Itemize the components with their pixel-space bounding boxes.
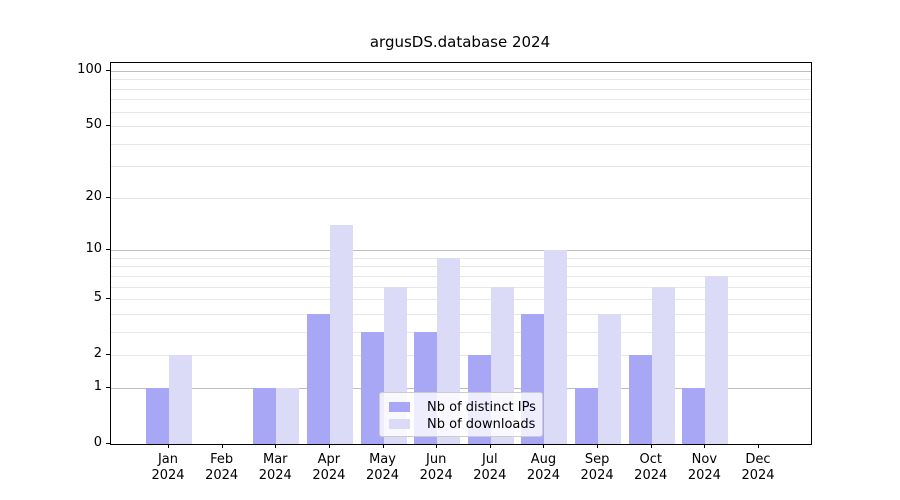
x-tick-mark [436,444,438,448]
y-tick-mark [106,386,110,388]
y-gridline-minor [111,331,811,333]
x-tick-mark [275,444,277,448]
y-gridline-minor [111,143,811,145]
x-tick-mark [489,444,491,448]
legend-label-downloads: Nb of downloads [427,416,536,432]
y-tick-mark [106,196,110,198]
y-tick-label: 10 [85,241,102,257]
x-tick-label: Feb 2024 [205,452,239,483]
y-gridline-minor [111,257,811,259]
bar-downloads [544,250,568,444]
x-tick-label: Oct 2024 [634,452,668,483]
bar-downloads [329,225,353,444]
x-tick-label: Nov 2024 [687,452,721,483]
chart-title: argusDS.database 2024 [369,33,551,51]
y-gridline-major [111,71,811,72]
y-tick-label: 1 [93,378,102,394]
bar-distinct-ips [628,355,652,444]
y-tick-label: 100 [77,62,102,77]
y-gridline-major [111,250,811,252]
x-tick-label: May 2024 [365,452,400,483]
x-tick-mark [757,444,759,448]
x-tick-label: Jun 2024 [419,452,453,483]
x-tick-label: Sep 2024 [580,452,614,483]
y-gridline-minor [111,111,811,113]
y-gridline-minor [111,166,811,168]
x-tick-mark [704,444,706,448]
x-tick-label: Aug 2024 [526,452,560,483]
y-tick-mark [106,298,110,300]
y-gridline-minor [111,88,811,90]
legend-item-distinct-ips: Nb of distinct IPs [389,399,542,415]
y-tick-mark [106,443,110,444]
x-tick-label: Dec 2024 [741,452,775,483]
bar-distinct-ips [682,387,706,444]
plot-area [110,62,812,445]
bar-downloads [651,286,675,444]
y-gridline-minor [111,79,811,81]
y-tick-label: 2 [93,346,102,362]
x-tick-label: Jan 2024 [151,452,185,483]
legend-label-distinct-ips: Nb of distinct IPs [427,399,536,415]
y-gridline-major [111,387,811,389]
bar-distinct-ips [146,387,169,444]
y-tick-label: 0 [93,435,102,450]
y-gridline-minor [111,197,811,199]
x-tick-mark [597,444,599,448]
y-tick-mark [106,70,110,71]
y-tick-label: 5 [93,290,102,306]
y-tick-label: 50 [85,117,102,133]
y-gridline-minor [111,299,811,301]
legend-item-downloads: Nb of downloads [389,416,542,432]
x-tick-mark [221,444,223,448]
y-tick-mark [106,354,110,356]
legend-swatch-downloads [389,419,410,429]
y-gridline-minor [111,266,811,268]
x-tick-label: Apr 2024 [312,452,346,483]
x-tick-mark [543,444,545,448]
y-tick-mark [106,249,110,251]
y-tick-mark [106,125,110,127]
bar-downloads [169,355,192,444]
y-gridline-minor [111,275,811,277]
bar-downloads [705,275,729,444]
y-gridline-minor [111,286,811,288]
bar-distinct-ips [360,331,384,444]
y-gridline-minor [111,126,811,128]
bar-distinct-ips [575,387,599,444]
x-tick-label: Mar 2024 [258,452,292,483]
y-gridline-minor [111,355,811,357]
y-gridline-minor [111,99,811,101]
bar-distinct-ips [306,313,330,444]
x-tick-label: Jul 2024 [473,452,507,483]
bar-downloads [276,387,300,444]
bar-downloads [598,313,622,444]
x-tick-mark [382,444,384,448]
legend: Nb of distinct IPs Nb of downloads [379,392,543,437]
y-gridline-minor [111,313,811,315]
y-tick-label: 20 [85,188,102,204]
x-tick-mark [650,444,652,448]
x-tick-mark [168,444,169,448]
legend-swatch-distinct-ips [389,402,410,412]
bar-distinct-ips [253,387,277,444]
x-tick-mark [328,444,330,448]
